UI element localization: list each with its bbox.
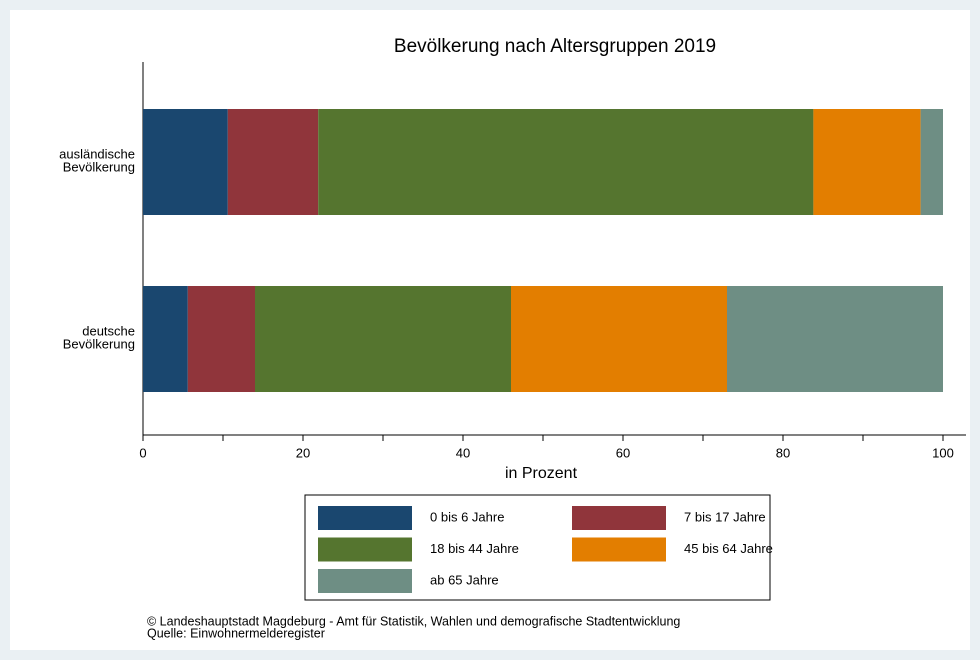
label-line: Bevölkerung	[63, 337, 135, 352]
bar-segment	[227, 109, 319, 215]
legend-label: ab 65 Jahre	[430, 572, 499, 587]
x-tick-label: 20	[296, 445, 310, 460]
label-line: Bevölkerung	[63, 160, 135, 175]
bar-segment	[727, 286, 943, 392]
footer: Quelle: Einwohnermelderegister	[147, 626, 325, 640]
bar-segment	[318, 109, 814, 215]
bar-segment	[187, 286, 255, 392]
legend-swatch	[318, 537, 412, 562]
bar-segment	[813, 109, 921, 215]
footer: © Landeshauptstadt Magdeburg - Amt für S…	[147, 614, 680, 628]
legend-swatch	[318, 569, 412, 593]
bar-segment	[255, 286, 511, 392]
legend-swatch	[318, 506, 412, 530]
legend-label: 45 bis 64 Jahre	[684, 541, 773, 556]
y-tick-label: ausländische Bevölkerung	[59, 147, 135, 175]
legend-swatch	[572, 506, 666, 530]
x-tick-label: 80	[776, 445, 790, 460]
bar-segment	[511, 286, 727, 392]
legend-swatch	[572, 537, 666, 562]
x-tick-label: 40	[456, 445, 470, 460]
x-axis-title: in Prozent	[505, 465, 578, 482]
legend-label: 7 bis 17 Jahre	[684, 509, 766, 524]
label-line: deutsche	[82, 324, 135, 339]
x-tick-label: 0	[139, 445, 146, 460]
bar-segment	[143, 286, 188, 392]
legend-label: 0 bis 6 Jahre	[430, 509, 504, 524]
x-tick-label: 100	[932, 445, 954, 460]
bar-segment	[143, 109, 228, 215]
bar-segment	[920, 109, 943, 215]
y-tick-label: deutsche Bevölkerung	[63, 324, 135, 352]
legend-label: 18 bis 44 Jahre	[430, 541, 519, 556]
chart-title: Bevölkerung nach Altersgruppen 2019	[394, 36, 716, 57]
label-line: ausländische	[59, 147, 135, 162]
x-tick-label: 60	[616, 445, 630, 460]
